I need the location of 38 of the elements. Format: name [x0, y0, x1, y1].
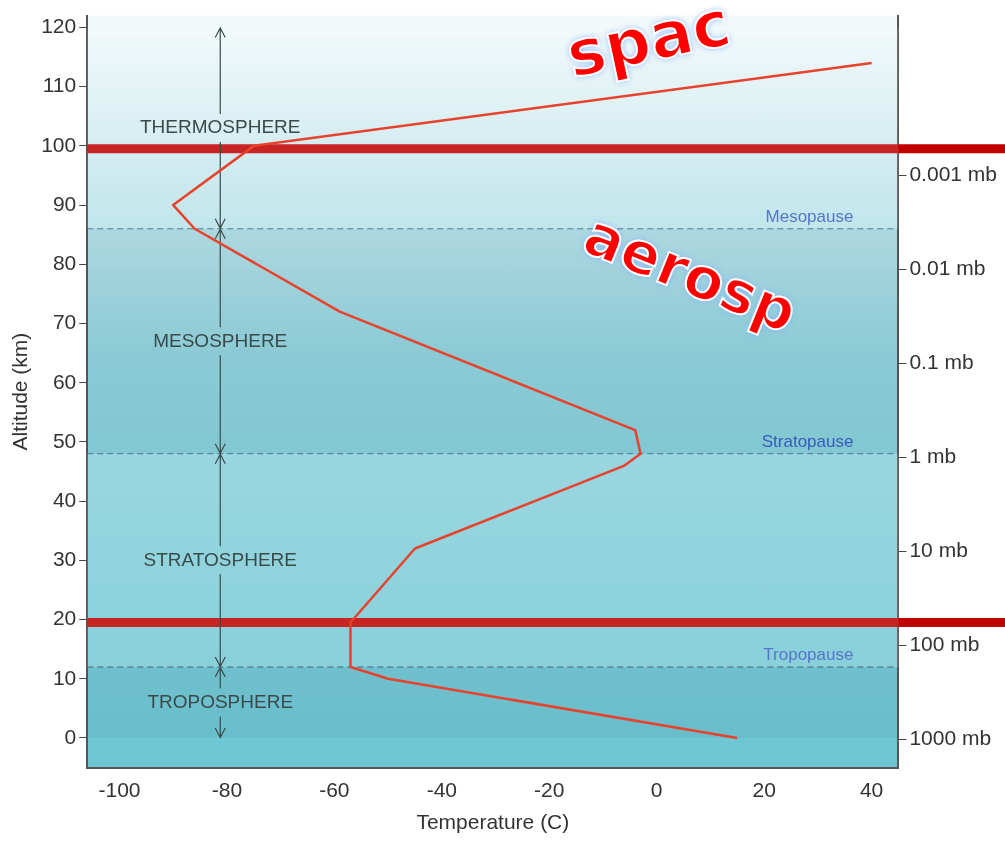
y-tick-label: 120 — [41, 14, 77, 38]
y-tick-label: 60 — [52, 369, 77, 393]
ref-line-label: Mesopause — [765, 206, 854, 226]
y2-tick-label: 100 mb — [909, 632, 980, 656]
y2-tick-label: 0.1 mb — [909, 350, 974, 374]
y2-tick-label: 1000 mb — [909, 726, 992, 750]
y2-tick-label: 10 mb — [909, 538, 968, 562]
ref-line-label: Tropopause — [763, 645, 854, 665]
y2-tick-label: 0.01 mb — [909, 256, 986, 280]
annotation: spac — [560, 0, 737, 93]
x-tick-label: 40 — [859, 778, 884, 801]
y-tick-label: 70 — [52, 310, 77, 334]
y-tick-label: 10 — [52, 665, 77, 689]
y-tick-label: 30 — [52, 547, 77, 571]
y-tick-label: 0 — [64, 724, 77, 748]
band-label: MESOSPHERE — [153, 329, 288, 351]
band-label: THERMOSPHERE — [140, 116, 301, 138]
y-tick-label: 40 — [52, 487, 77, 511]
y2-tick-label: 1 mb — [909, 444, 957, 468]
y2-tick-label: 0.001 mb — [909, 162, 997, 186]
y-tick-label: 80 — [52, 251, 77, 275]
x-axis-title: Temperature (C) — [416, 810, 570, 834]
band-label: TROPOSPHERE — [147, 690, 294, 712]
y-tick-label: 110 — [42, 73, 77, 97]
y-tick-label: 20 — [52, 606, 77, 630]
x-tick-label: -100 — [98, 778, 141, 801]
ref-line-label: Stratopause — [761, 431, 854, 451]
x-tick-label: -60 — [319, 778, 350, 801]
x-tick-label: -40 — [426, 778, 457, 801]
x-tick-label: 0 — [650, 778, 663, 801]
band-label: STRATOSPHERE — [143, 548, 297, 570]
y-tick-label: 50 — [52, 428, 77, 452]
y-tick-label: 90 — [52, 191, 77, 215]
y-axis-title: Altitude (km) — [8, 332, 32, 451]
x-tick-label: 20 — [752, 778, 776, 801]
x-tick-label: -20 — [534, 778, 565, 801]
x-tick-label: -80 — [211, 778, 243, 801]
y-tick-label: 100 — [41, 132, 77, 156]
